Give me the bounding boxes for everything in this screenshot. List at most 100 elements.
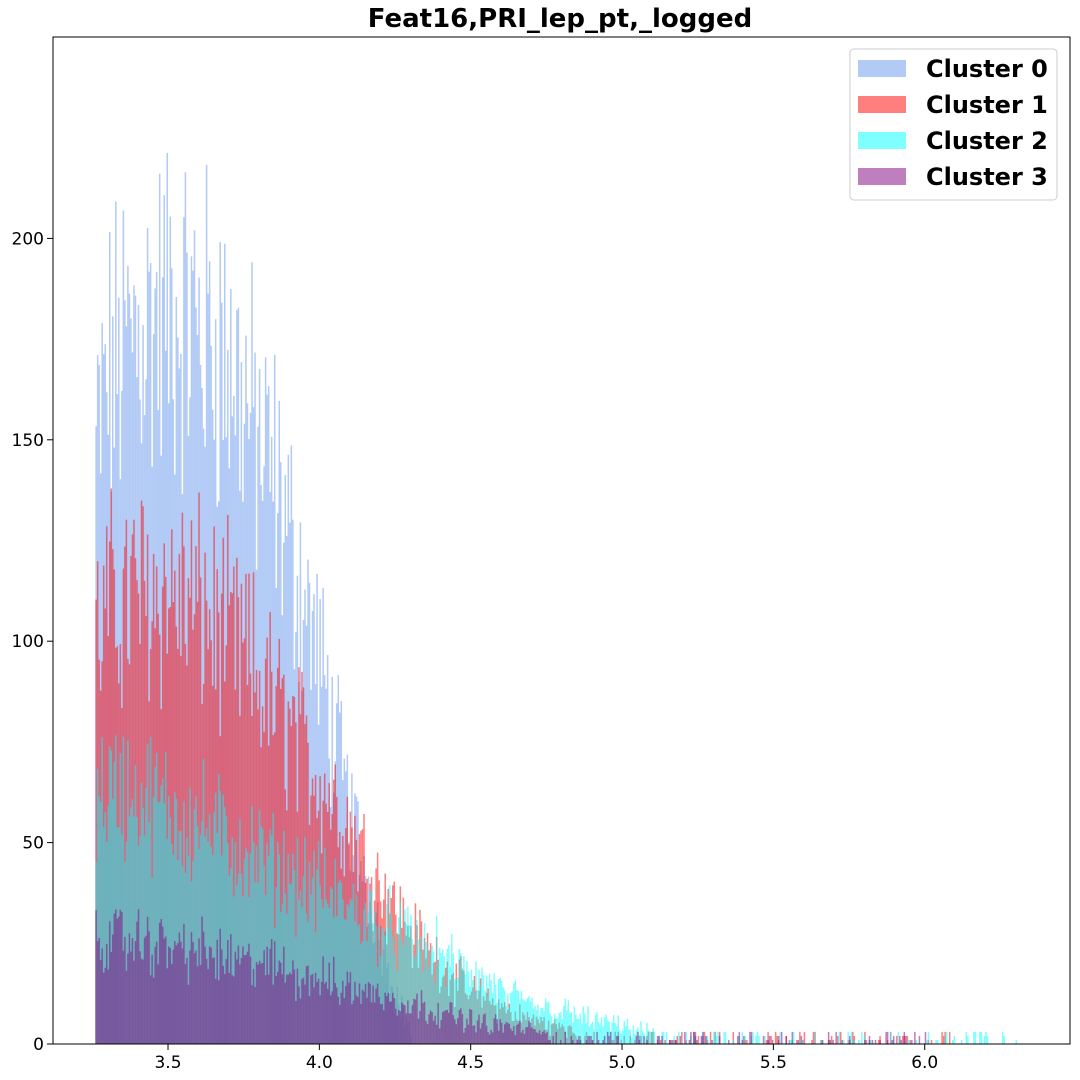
histogram-bar — [535, 1010, 538, 1044]
histogram-bar — [105, 841, 108, 1044]
histogram-bar — [767, 1039, 769, 1044]
histogram-bar — [470, 1009, 473, 1044]
histogram-bar — [219, 928, 221, 1044]
histogram-bar — [331, 889, 333, 1044]
histogram-bar — [184, 643, 187, 1044]
histogram-bar — [593, 1029, 595, 1044]
histogram-bar — [263, 950, 265, 1044]
histogram-bar — [705, 1035, 707, 1044]
histogram-bar — [576, 1018, 579, 1044]
histogram-bar — [360, 830, 362, 1044]
histogram-bar — [281, 903, 284, 1044]
plot-frame — [52, 36, 1071, 1045]
histogram-bar — [755, 1035, 757, 1044]
histogram-bar — [454, 979, 456, 1044]
histogram-bar — [466, 1018, 468, 1044]
histogram-bar — [160, 919, 162, 1044]
histogram-bar — [254, 692, 256, 1044]
histogram-bar — [275, 686, 277, 1044]
histogram-bar — [349, 972, 352, 1044]
histogram-bar — [266, 843, 268, 1044]
histogram-bar — [526, 997, 529, 1044]
histogram-bar — [273, 941, 276, 1044]
histogram-bar — [281, 678, 284, 1044]
histogram-bar — [945, 1031, 948, 1044]
histogram-bar — [311, 974, 314, 1044]
histogram-bar — [675, 1039, 677, 1044]
histogram-bar — [458, 949, 461, 1044]
histogram-bar — [257, 964, 259, 1044]
histogram-bar — [900, 1039, 903, 1044]
histogram-bar — [118, 916, 120, 1044]
histogram-bar — [378, 996, 380, 1044]
histogram-bar — [199, 965, 202, 1044]
histogram-bar — [214, 792, 217, 1044]
histogram-bar — [369, 983, 371, 1044]
histogram-bar — [119, 909, 122, 1044]
histogram-bar — [590, 1023, 592, 1044]
histogram-bar — [776, 1035, 778, 1044]
histogram-bar — [473, 1025, 476, 1044]
histogram-bar — [142, 807, 144, 1044]
histogram-bar — [443, 956, 445, 1044]
y-tick-label: 200 — [12, 229, 44, 249]
histogram-bar — [482, 974, 485, 1044]
histogram-bar — [605, 1014, 607, 1044]
histogram-bar — [320, 898, 323, 1044]
histogram-bar — [829, 1039, 831, 1044]
histogram-bar — [944, 1035, 946, 1044]
histogram-bar — [861, 1031, 863, 1044]
legend-swatch — [858, 168, 906, 185]
histogram-bar — [428, 967, 430, 1044]
histogram-bar — [339, 879, 341, 1044]
histogram-bar — [737, 1035, 739, 1044]
histogram-bar — [446, 949, 448, 1044]
histogram-bar — [756, 1031, 759, 1044]
histogram-bar — [304, 837, 306, 1044]
histogram-bar — [517, 1023, 520, 1044]
histogram-bar — [348, 906, 350, 1044]
histogram-bar — [476, 989, 479, 1044]
x-tick-label: 5.5 — [760, 1053, 787, 1073]
histogram-bar — [319, 995, 321, 1044]
x-tick-label: 3.5 — [154, 1053, 181, 1073]
histogram-bar — [688, 1039, 691, 1044]
histogram-bar — [552, 1035, 554, 1044]
histogram-bar — [591, 1021, 594, 1044]
histogram-bar — [525, 1001, 527, 1044]
histogram-bar — [125, 970, 128, 1044]
histogram-bar — [217, 774, 220, 1044]
histogram-bar — [410, 1013, 412, 1044]
histogram-bar — [177, 648, 179, 1044]
histogram-bar — [879, 1039, 881, 1044]
histogram-bar — [385, 904, 388, 1044]
histogram-bar — [700, 1035, 703, 1044]
histogram-bar — [478, 1014, 480, 1044]
histogram-bar — [576, 1039, 579, 1044]
histogram-bar — [464, 974, 467, 1044]
histogram-bar — [204, 836, 206, 1044]
histogram-bar — [323, 847, 326, 1044]
histogram-bar — [559, 1039, 562, 1044]
histogram-bar — [446, 1009, 448, 1044]
histogram-bar — [133, 519, 135, 1044]
histogram-bar — [534, 1005, 536, 1044]
histogram-bar — [961, 1039, 963, 1044]
histogram-bar — [308, 582, 311, 1044]
histogram-bar — [269, 948, 271, 1044]
histogram-bar — [210, 947, 212, 1044]
histogram-bar — [706, 1035, 709, 1044]
histogram-bar — [635, 1035, 638, 1044]
histogram-bar — [752, 1031, 754, 1044]
histogram-bar — [679, 1035, 682, 1044]
histogram-bar — [858, 1039, 860, 1044]
histogram-bar — [641, 1031, 644, 1044]
histogram-bar — [164, 752, 167, 1044]
histogram-bar — [213, 812, 215, 1044]
histogram-bar — [416, 993, 418, 1044]
histogram-bar — [908, 1039, 910, 1044]
histogram-bar — [189, 950, 191, 1044]
histogram-bar — [286, 974, 288, 1044]
histogram-bar — [444, 1010, 447, 1044]
